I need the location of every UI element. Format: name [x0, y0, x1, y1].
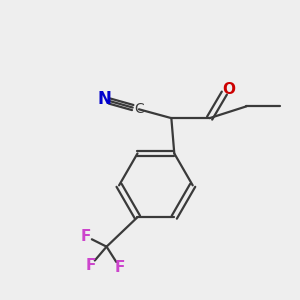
Text: F: F [85, 258, 96, 273]
Text: C: C [134, 102, 144, 116]
Text: N: N [97, 90, 111, 108]
Text: F: F [81, 229, 91, 244]
Text: O: O [222, 82, 235, 97]
Text: F: F [115, 260, 125, 275]
